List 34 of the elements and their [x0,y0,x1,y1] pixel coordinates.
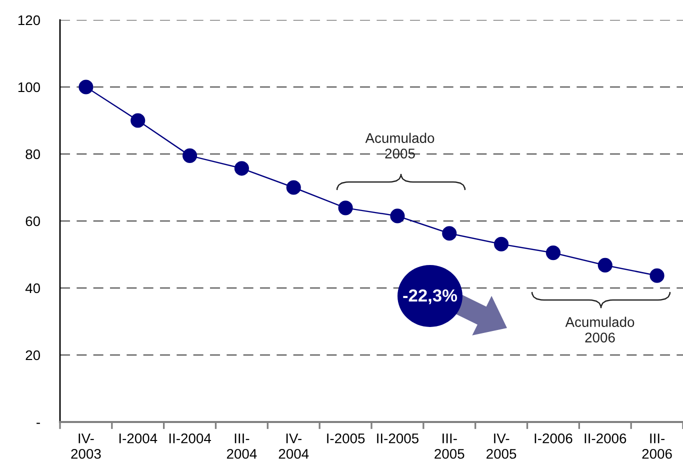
point [546,246,560,260]
point [78,80,94,94]
x-tick-label: IV- 2004 [278,434,309,459]
y-tick-label: 100 [18,82,40,92]
annotation: Acumulado 2006 [565,316,634,342]
x-tick-label: III- 2004 [226,434,257,459]
point [390,208,405,224]
point [650,268,664,283]
annotation: -22,3% [403,289,458,304]
x-tick-label: I-2006 [534,433,572,444]
y-tick-label: 20 [26,350,40,360]
x-tick-label: III- 2005 [434,434,464,459]
y-tick-label: 120 [18,15,40,26]
point [182,148,198,163]
point [442,226,457,241]
y-tick-label: 40 [25,283,40,294]
point [494,236,509,252]
x-tick-label: I-2004 [119,433,158,444]
x-tick-label: II-2005 [377,433,418,444]
x-tick-label: II-2006 [584,433,626,444]
y-tick-label: 80 [26,149,40,160]
x-tick-label: III- 2006 [642,434,672,459]
x-tick-label: IV- 2003 [71,434,101,459]
point [598,258,612,273]
y-tick-label: - [36,422,40,424]
point [234,161,249,176]
y-tick-label: 60 [26,216,40,226]
annotation: Acumulado 2005 [365,132,434,158]
x-tick-label: IV- 2005 [486,434,516,459]
x-tick-label: II-2004 [169,433,212,444]
point [130,113,146,128]
point [286,180,301,195]
point [338,200,353,216]
x-tick-label: I-2005 [327,433,365,444]
